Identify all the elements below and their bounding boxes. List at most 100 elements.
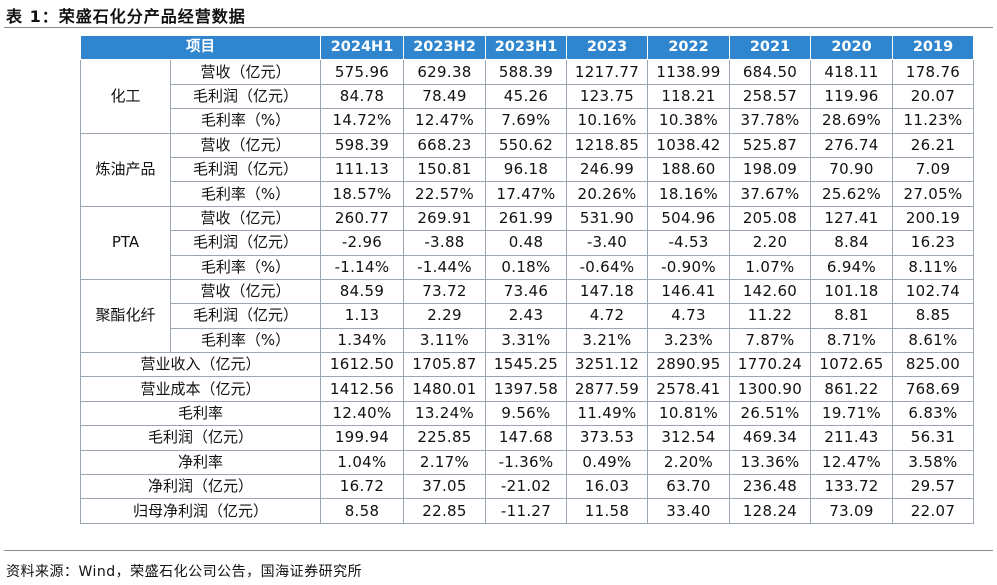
value-cell: 8.71% — [810, 327, 893, 354]
value-cell: 10.38% — [647, 108, 730, 134]
value-cell: 84.78 — [320, 83, 404, 110]
value-cell: -2.96 — [320, 230, 404, 256]
value-cell: 37.67% — [729, 181, 811, 207]
value-cell: 504.96 — [647, 205, 730, 232]
value-cell: 1545.25 — [485, 352, 567, 378]
table-row: 毛利润（亿元） -2.96 -3.88 0.48 -3.40 -4.53 2.20 8.84 1… — [81, 230, 974, 256]
value-cell: 13.36% — [729, 449, 811, 476]
value-cell: 11.23% — [892, 108, 974, 134]
value-cell: 18.57% — [320, 181, 404, 207]
value-cell: 45.26 — [485, 83, 567, 110]
table-row: 毛利率（%） 1.34% 3.11% 3.31% 3.21% 3.23% 7.87% 8.71… — [81, 327, 974, 354]
value-cell: 1300.90 — [729, 376, 811, 402]
metric-label: 毛利润（亿元） — [170, 303, 321, 329]
value-cell: 20.26% — [566, 181, 648, 207]
value-cell: 37.78% — [729, 108, 811, 134]
summary-label: 净利率 — [80, 449, 321, 476]
value-cell: 3251.12 — [566, 352, 648, 378]
value-cell: 12.47% — [810, 449, 893, 476]
value-cell: 188.60 — [647, 156, 730, 183]
table-row: 炼油产品 营收（亿元） 598.39 668.23 550.62 1218.85 1038.… — [80, 132, 974, 207]
value-cell: 22.07 — [892, 498, 974, 524]
table-row: 毛利润（亿元） 111.13 150.81 96.18 246.99 188.60 198.… — [81, 156, 974, 183]
value-cell: 1218.85 — [566, 132, 648, 158]
metric-label: 毛利润（亿元） — [170, 156, 321, 183]
value-cell: -1.36% — [485, 449, 567, 476]
value-cell: 8.85 — [892, 303, 974, 329]
value-cell: 2578.41 — [647, 376, 730, 402]
value-cell: 63.70 — [647, 474, 730, 500]
value-cell: 22.85 — [403, 498, 486, 524]
value-cell: 73.09 — [810, 498, 893, 524]
table-row: 毛利率（%） -1.14% -1.44% 0.18% -0.64% -0.90% 1.07%… — [81, 254, 974, 280]
value-cell: 142.60 — [729, 278, 811, 305]
table-header-row: 项目 2024H1 2023H2 2023H1 2023 2022 2021 2… — [80, 34, 974, 61]
value-cell: 4.73 — [647, 303, 730, 329]
section-label: 炼油产品 — [80, 132, 171, 207]
value-cell: 22.57% — [403, 181, 486, 207]
value-cell: 225.85 — [403, 425, 486, 451]
value-cell: 27.05% — [892, 181, 974, 207]
value-cell: 200.19 — [892, 205, 974, 232]
value-cell: 418.11 — [810, 59, 893, 85]
value-cell: 8.81 — [810, 303, 893, 329]
value-cell: 10.81% — [647, 400, 730, 427]
value-cell: 56.31 — [892, 425, 974, 451]
value-cell: 6.94% — [810, 254, 893, 280]
value-cell: 102.74 — [892, 278, 974, 305]
value-cell: 16.03 — [566, 474, 648, 500]
summary-label: 营业成本（亿元） — [80, 376, 321, 402]
value-cell: -11.27 — [485, 498, 567, 524]
value-cell: 825.00 — [892, 352, 974, 378]
value-cell: 1612.50 — [320, 352, 404, 378]
value-cell: 246.99 — [566, 156, 648, 183]
table-row: 毛利率（%） 18.57% 22.57% 17.47% 20.26% 18.16% 37.6… — [81, 181, 974, 207]
value-cell: 2.17% — [403, 449, 486, 476]
value-cell: 18.16% — [647, 181, 730, 207]
metric-label: 营收（亿元） — [170, 278, 321, 305]
value-cell: 211.43 — [810, 425, 893, 451]
value-cell: -3.40 — [566, 230, 648, 256]
summary-label: 归母净利润（亿元） — [80, 498, 321, 524]
table-row: PTA 营收（亿元） 260.77 269.91 261.99 531.90 504.96 2… — [80, 205, 974, 280]
metric-label: 毛利率（%） — [170, 181, 321, 207]
summary-row: 毛利率 12.40% 13.24% 9.56% 11.49% 10.81% 26.51% 19… — [80, 400, 974, 427]
value-cell: 2890.95 — [647, 352, 730, 378]
value-cell: 2.29 — [403, 303, 486, 329]
value-cell: 1397.58 — [485, 376, 567, 402]
value-cell: 1.04% — [320, 449, 404, 476]
table-row: 毛利润（亿元） 84.78 78.49 45.26 123.75 118.21 258.57… — [81, 83, 974, 110]
value-cell: 73.46 — [485, 278, 567, 305]
value-cell: 33.40 — [647, 498, 730, 524]
summary-label: 毛利率 — [80, 400, 321, 427]
value-cell: 78.49 — [403, 83, 486, 110]
summary-row: 净利率 1.04% 2.17% -1.36% 0.49% 2.20% 13.36% 12.47… — [80, 449, 974, 476]
value-cell: 4.72 — [566, 303, 648, 329]
value-cell: 469.34 — [729, 425, 811, 451]
value-cell: 84.59 — [320, 278, 404, 305]
value-cell: 3.21% — [566, 327, 648, 354]
value-cell: 629.38 — [403, 59, 486, 85]
value-cell: 598.39 — [320, 132, 404, 158]
value-cell: 128.24 — [729, 498, 811, 524]
header-year: 2024H1 — [320, 34, 404, 61]
value-cell: 17.47% — [485, 181, 567, 207]
metric-label: 毛利率（%） — [170, 254, 321, 280]
header-item: 项目 — [80, 34, 321, 61]
value-cell: 146.41 — [647, 278, 730, 305]
value-cell: 199.94 — [320, 425, 404, 451]
bottom-divider — [4, 550, 993, 551]
summary-row: 毛利润（亿元） 199.94 225.85 147.68 373.53 312.54 469… — [80, 425, 974, 451]
table-row: 聚酯化纤 营收（亿元） 84.59 73.72 73.46 147.18 146.41 142… — [80, 278, 974, 354]
metric-label: 毛利润（亿元） — [170, 83, 321, 110]
value-cell: 0.18% — [485, 254, 567, 280]
value-cell: 373.53 — [566, 425, 648, 451]
value-cell: 1.34% — [320, 327, 404, 354]
value-cell: 3.31% — [485, 327, 567, 354]
metric-label: 营收（亿元） — [170, 132, 321, 158]
value-cell: 133.72 — [810, 474, 893, 500]
value-cell: 575.96 — [320, 59, 404, 85]
value-cell: -3.88 — [403, 230, 486, 256]
value-cell: 276.74 — [810, 132, 893, 158]
value-cell: 147.18 — [566, 278, 648, 305]
